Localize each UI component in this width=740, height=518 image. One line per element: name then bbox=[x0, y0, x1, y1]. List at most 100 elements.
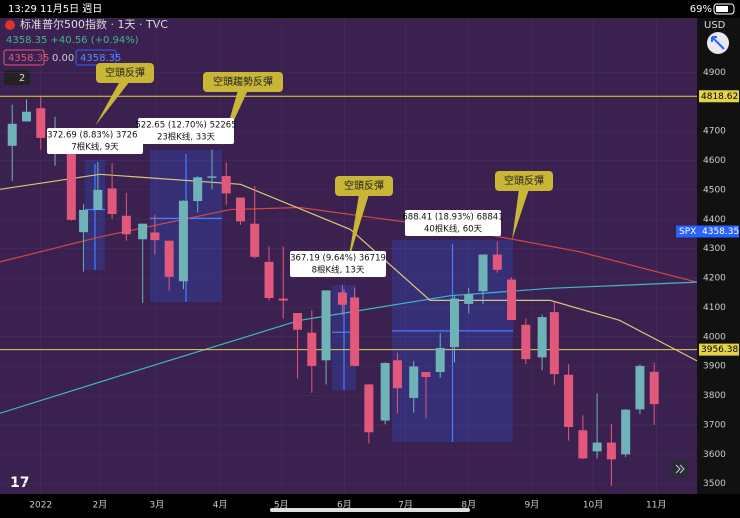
battery-icon bbox=[713, 3, 735, 15]
callout-box bbox=[335, 176, 393, 196]
candle-body bbox=[478, 254, 488, 292]
price-label-bg bbox=[699, 90, 739, 103]
x-tick-label: 3月 bbox=[150, 500, 165, 511]
candle-body bbox=[464, 294, 474, 304]
buy-price[interactable]: 4358.35 bbox=[80, 53, 121, 64]
symbol-icon bbox=[5, 20, 15, 30]
y-tick-label: 4300 bbox=[703, 244, 726, 254]
candle-body bbox=[307, 332, 317, 366]
candle-body bbox=[492, 254, 502, 270]
status-time: 13:29 bbox=[8, 4, 37, 15]
candle-body bbox=[7, 123, 17, 146]
candle-body bbox=[250, 223, 260, 257]
candle-body bbox=[621, 409, 631, 455]
candle-body bbox=[421, 372, 431, 378]
status-date: 11月5日 週日 bbox=[40, 3, 102, 15]
y-tick-label: 3800 bbox=[703, 391, 726, 401]
measure-line1: 688.41 (18.93%) 68841 bbox=[402, 213, 503, 223]
candle-body bbox=[337, 292, 347, 305]
price-change: 4358.35 +40.56 (+0.94%) bbox=[6, 35, 139, 46]
candle-body bbox=[449, 298, 459, 348]
callout-text: 空頭反彈 bbox=[344, 179, 384, 192]
buy-button[interactable] bbox=[75, 49, 117, 66]
indicator-toggle[interactable] bbox=[4, 70, 30, 85]
measure-line1: 372.69 (8.83%) 37269 bbox=[47, 131, 143, 141]
indicator-count[interactable]: 2 bbox=[19, 73, 25, 84]
measure-line2: 8根K线, 13天 bbox=[312, 265, 365, 276]
candle-body bbox=[79, 209, 89, 233]
candle-body bbox=[409, 366, 419, 398]
y-tick-label: 4100 bbox=[703, 303, 726, 313]
candle-body bbox=[521, 324, 531, 360]
measure-line1: 522.65 (12.70%) 52265 bbox=[135, 121, 236, 131]
sell-price[interactable]: 4358.35 bbox=[8, 53, 49, 64]
battery: 69% bbox=[690, 4, 712, 15]
candle-body bbox=[150, 232, 160, 241]
y-tick-label: 4000 bbox=[703, 332, 726, 342]
x-tick-label: 2022 bbox=[29, 501, 52, 511]
sell-button[interactable] bbox=[3, 49, 45, 66]
measure-label-bg bbox=[138, 118, 234, 144]
currency[interactable]: USD bbox=[704, 20, 726, 31]
last-price-bg bbox=[676, 225, 739, 238]
y-tick-label: 4200 bbox=[703, 274, 726, 284]
callout-text: 空頭反彈 bbox=[105, 66, 145, 79]
measure-line2: 7根K线, 9天 bbox=[71, 142, 119, 153]
candle-body bbox=[278, 298, 288, 301]
candle-body bbox=[107, 188, 117, 214]
y-tick-label: 3700 bbox=[703, 420, 726, 430]
candle-body bbox=[564, 374, 574, 428]
y-tick-label: 4500 bbox=[703, 185, 726, 195]
x-tick-label: 2月 bbox=[92, 500, 107, 511]
chart-title[interactable]: 标准普尔500指数 · 1天 · TVC bbox=[20, 17, 168, 31]
candle-body bbox=[435, 347, 445, 373]
candle-body bbox=[21, 111, 31, 122]
candle-body bbox=[36, 108, 46, 138]
candle-body bbox=[93, 189, 103, 210]
y-tick-label: 4400 bbox=[703, 215, 726, 225]
x-tick-label: 9月 bbox=[525, 500, 540, 511]
candle-body bbox=[392, 360, 402, 389]
callout-box bbox=[96, 63, 154, 83]
x-tick-label: 8月 bbox=[461, 500, 476, 511]
candle-body bbox=[364, 384, 374, 433]
measure-line2: 40根K线, 60天 bbox=[424, 224, 483, 235]
scroll-button[interactable] bbox=[670, 460, 688, 478]
candle-body bbox=[606, 442, 616, 460]
candle-body bbox=[578, 430, 588, 459]
candle-body bbox=[121, 215, 131, 235]
candle-body bbox=[193, 177, 203, 202]
candle-body bbox=[507, 279, 517, 321]
y-tick-label: 3600 bbox=[703, 450, 726, 460]
moving-average bbox=[0, 206, 698, 283]
scroll-icon bbox=[675, 464, 685, 474]
callout-pointer bbox=[512, 189, 529, 240]
tv-logo: 17 bbox=[10, 475, 29, 491]
candle-body bbox=[649, 371, 659, 405]
candle-body bbox=[207, 176, 217, 178]
moving-average bbox=[0, 173, 698, 362]
last-price-value: 4358.35 bbox=[702, 227, 739, 237]
candle-body bbox=[264, 261, 274, 299]
y-tick-label: 3900 bbox=[703, 362, 726, 372]
callout-text: 空頭反彈 bbox=[504, 174, 544, 187]
x-tick-label: 7月 bbox=[398, 500, 413, 511]
moving-average bbox=[0, 281, 698, 414]
callout-pointer bbox=[348, 194, 369, 262]
callout-box bbox=[203, 72, 283, 92]
candle-body bbox=[138, 223, 148, 240]
candle-body bbox=[537, 317, 547, 358]
y-tick-label: 4600 bbox=[703, 156, 726, 166]
candle-body bbox=[235, 197, 245, 222]
y-tick-label: 4700 bbox=[703, 127, 726, 137]
callout-text: 空頭趨勢反彈 bbox=[213, 75, 273, 88]
candle-body bbox=[321, 290, 331, 361]
y-tick-label: 4900 bbox=[703, 68, 726, 78]
x-tick-label: 11月 bbox=[646, 500, 666, 511]
measure-label-bg bbox=[405, 210, 501, 236]
candle-body bbox=[178, 200, 188, 282]
spread: 0.00 bbox=[52, 53, 74, 64]
measure-label-bg bbox=[290, 251, 386, 277]
last-price-name: SPX bbox=[679, 227, 696, 237]
measure-label-bg bbox=[47, 128, 143, 154]
